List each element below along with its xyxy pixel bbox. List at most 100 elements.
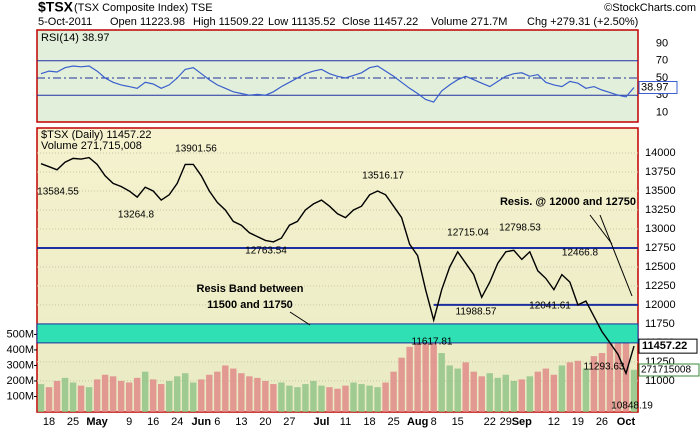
volume-tick-label: 200M [6,375,34,387]
volume-bar [93,379,101,412]
volume-bar [198,379,205,412]
price-title: $TSX (Daily) 11457.22 [41,129,151,141]
x-tick-label: Sep [512,416,532,428]
x-tick-label: 12 [548,416,560,428]
y-tick-label: 14000 [645,147,676,159]
volume-bar [518,379,526,412]
x-tick-label: 18 [363,416,375,428]
high: High 11509.22 [193,16,264,28]
volume-bar [326,387,333,412]
arrow [599,214,633,297]
price-label: 11617.81 [412,337,453,348]
y-tick-label: 12000 [645,299,676,311]
annotation: Resis. @ 12000 and 12750 [500,196,636,208]
volume-bar [502,374,509,412]
price-label: 11293.63 [584,362,625,373]
open: Open 11223.98 [110,16,185,28]
price-tag [638,338,698,354]
volume-bar [438,353,445,412]
volume-bar [133,377,141,412]
volume-bar [230,368,237,412]
y-tick-label: 11000 [645,375,675,387]
price-label: 13264.8 [118,210,155,221]
volume-bar [77,385,85,412]
volume-bar [166,380,173,412]
symbol-name: (TSX Composite Index) TSE [74,2,213,14]
volume-bar [382,382,389,412]
volume-bar [446,365,453,412]
x-tick-label: Jul [314,416,330,428]
rsi-tick-label: 70 [656,55,668,67]
y-tick-label: 12500 [645,261,676,273]
close: Close 11457.22 [342,16,418,28]
volume-bar [109,376,117,412]
x-tick-label: Oct [617,416,636,428]
y-tick-label: 12750 [645,242,676,254]
price-label: 11988.57 [456,307,497,318]
volume-bar [550,374,558,412]
date: 5-Oct-2011 [38,16,92,28]
x-tick-label: May [86,416,108,428]
volume-bar [318,385,325,412]
volume-tick-label: 300M [6,359,34,371]
x-tick-label: 16 [147,416,159,428]
volume-bar [366,385,373,412]
volume-bar [622,339,630,412]
credit: ©StockCharts.com [604,2,696,14]
y-tick-label: 11750 [645,318,675,330]
volume-bar [342,385,349,412]
x-tick-label: 8 [431,416,437,428]
change: Chg +279.31 (+2.50%) [527,16,638,28]
volume-bar [85,387,93,412]
volume-bar [422,325,429,412]
annotation: 11500 and 11750 [207,299,293,311]
volume-bar [302,384,309,412]
volume-bar [101,374,109,412]
volume-bar [270,384,277,412]
x-tick-label: Aug [407,416,428,428]
volume: Volume 271.7M [431,16,507,28]
y-tick-label: 13250 [645,204,676,216]
volume-bar [238,373,245,412]
volume-bar [125,382,133,412]
volume-bar [582,368,590,412]
volume-bar [190,382,197,412]
rsi-tick-label: 50 [656,72,668,84]
volume-tick-label: 100M [6,390,34,402]
volume-bar [590,356,598,412]
volume-bar [358,384,365,412]
volume-bar [278,382,285,412]
volume-bar [558,365,566,412]
volume-bar [566,362,574,412]
x-tick-label: Jun [191,416,211,428]
volume-bar [462,362,469,412]
volume-bar [61,377,69,412]
volume-bar [470,371,477,412]
volume-bar [598,353,606,412]
x-tick-label: 20 [259,416,271,428]
x-tick-label: 24 [171,416,183,428]
volume-bar [53,380,61,412]
volume-bar [262,380,269,412]
volume-bar [158,384,165,412]
x-tick-label: 25 [67,416,79,428]
x-tick-label: 9 [126,416,132,428]
volume-bar [350,382,357,412]
rsi-last-label: 38.97 [641,81,669,93]
price-label: 10848.19 [611,401,653,412]
rsi-tick-label: 10 [656,106,668,118]
volume-bar [286,385,293,412]
x-tick-label: 18 [43,416,55,428]
volume-bar [374,387,381,412]
y-tick-label: 13750 [645,166,676,178]
annotation: Resis Band between [197,283,304,295]
price-label: 12798.53 [499,223,541,234]
volume-bar [398,357,405,412]
volume-bar [149,379,157,412]
volume-bar [214,371,221,412]
price-label: 13901.56 [175,144,217,155]
volume-tick-label: 400M [6,344,34,356]
price-label: 12715.04 [447,228,489,239]
x-tick-label: 19 [572,416,584,428]
volume-bar [45,387,53,412]
